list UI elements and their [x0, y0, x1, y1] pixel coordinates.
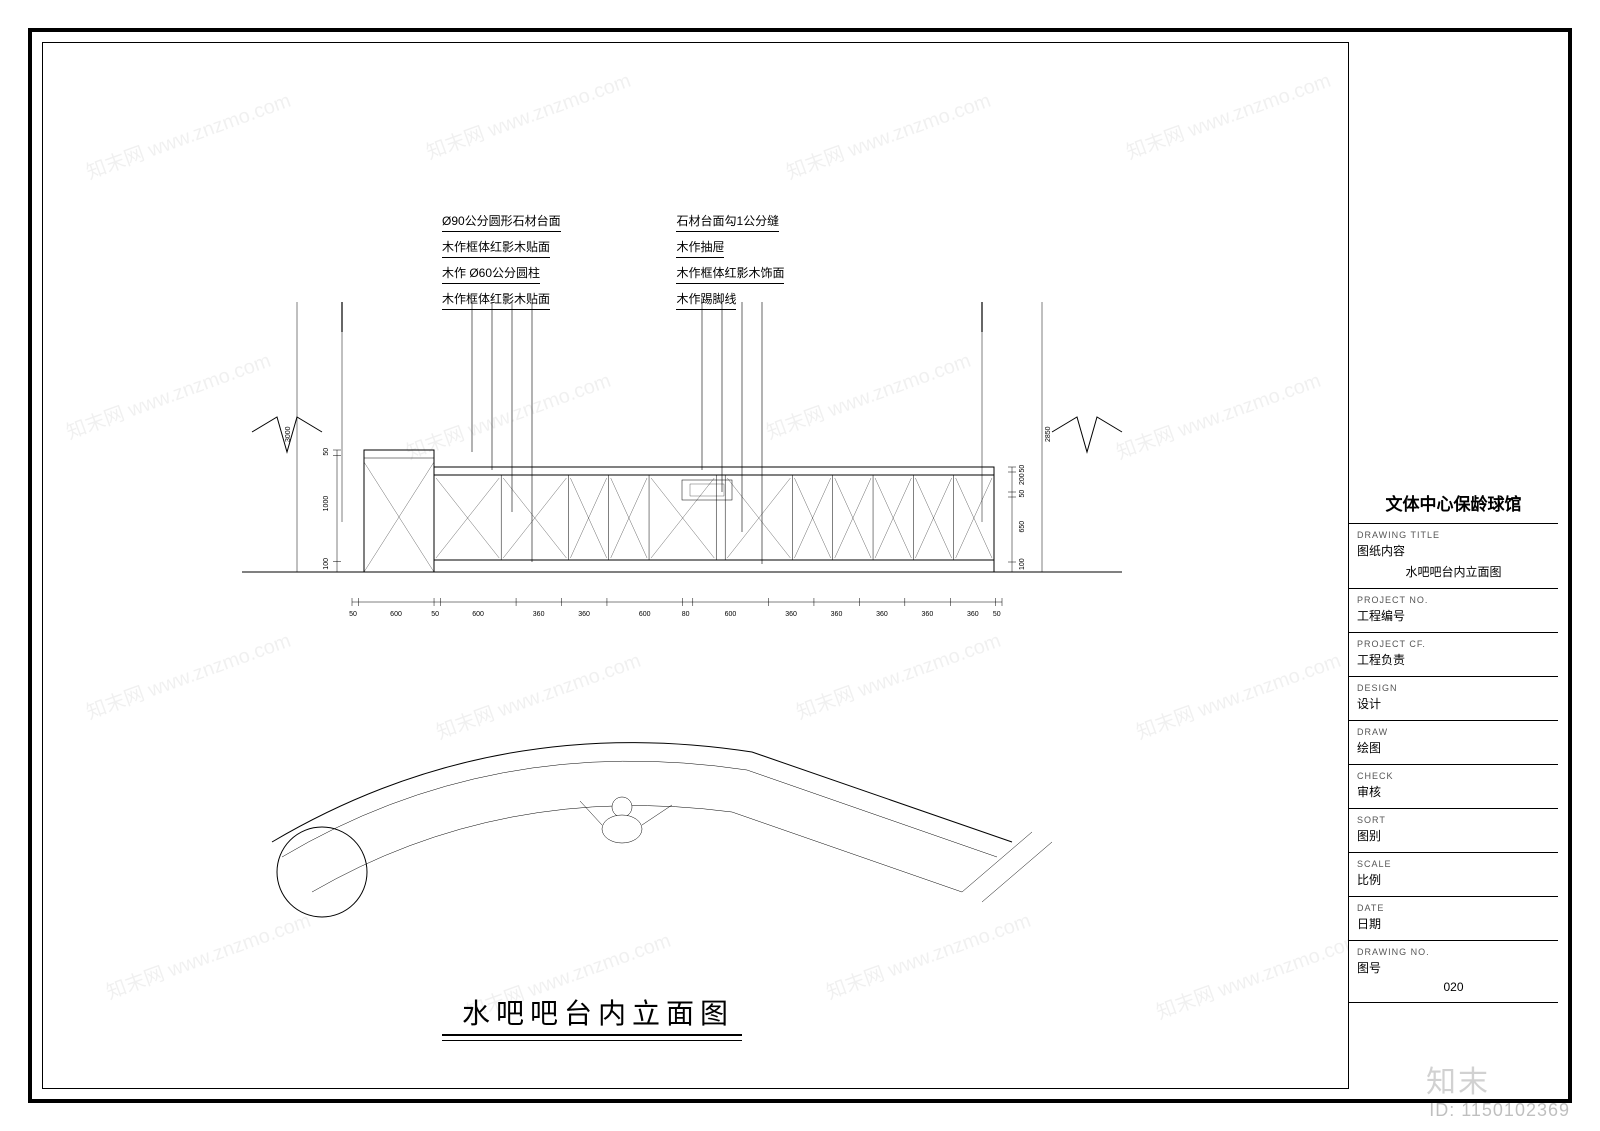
- tb-cn: 审核: [1357, 783, 1550, 800]
- titleblock-row: SORT 图别: [1349, 809, 1558, 853]
- titleblock-row: DATE 日期: [1349, 897, 1558, 941]
- tb-en: DRAWING TITLE: [1357, 530, 1550, 540]
- titleblock-row: PROJECT NO. 工程编号: [1349, 589, 1558, 633]
- dim-value: 360: [967, 611, 979, 618]
- material-note: 木作抽屉: [676, 238, 876, 258]
- tb-en: DESIGN: [1357, 683, 1550, 693]
- tb-cn: 比例: [1357, 871, 1550, 888]
- material-notes: Ø90公分圆形石材台面木作框体红影木贴面木作 Ø60公分圆柱木作框体红影木贴面 …: [442, 212, 902, 316]
- plan-drawing: [192, 682, 1092, 962]
- dim-value: 50: [431, 611, 439, 618]
- material-note: Ø90公分圆形石材台面: [442, 212, 642, 232]
- dim-value: 650: [1019, 521, 1026, 533]
- dim-value: 360: [922, 611, 934, 618]
- dim-value: 600: [725, 611, 737, 618]
- dim-value: 600: [472, 611, 484, 618]
- elevation-drawing: 50 600 50 600 360 360 600 80 600 360 360 360 360 360 5…: [42, 302, 1342, 642]
- dim-value: 1000: [323, 496, 330, 512]
- dim-value: 100: [1019, 558, 1026, 570]
- dim-value: 50: [323, 448, 330, 456]
- dim-value: 600: [639, 611, 651, 618]
- material-note: 木作框体红影木贴面: [442, 238, 642, 258]
- titleblock-row: SCALE 比例: [1349, 853, 1558, 897]
- dim-value: 360: [831, 611, 843, 618]
- tb-value: 020: [1357, 980, 1550, 994]
- dim-value: 50: [349, 611, 357, 618]
- titleblock-row: DESIGN 设计: [1349, 677, 1558, 721]
- tb-en: DATE: [1357, 903, 1550, 913]
- tb-cn: 工程负责: [1357, 651, 1550, 668]
- dim-value: 50: [1019, 465, 1026, 473]
- titleblock: 文体中心保龄球馆 DRAWING TITLE 图纸内容 水吧吧台内立面图PROJ…: [1348, 42, 1558, 1089]
- tb-cn: 绘图: [1357, 739, 1550, 756]
- tb-en: PROJECT CF.: [1357, 639, 1550, 649]
- dim-value: 360: [785, 611, 797, 618]
- dim-value: 100: [323, 558, 330, 570]
- titleblock-row: DRAWING TITLE 图纸内容 水吧吧台内立面图: [1349, 524, 1558, 589]
- dim-value: 360: [578, 611, 590, 618]
- dim-value: 50: [1019, 490, 1026, 498]
- tb-cn: 图纸内容: [1357, 542, 1550, 559]
- tb-cn: 设计: [1357, 695, 1550, 712]
- tb-cn: 图号: [1357, 959, 1550, 976]
- titleblock-row: CHECK 审核: [1349, 765, 1558, 809]
- tb-en: SCALE: [1357, 859, 1550, 869]
- dim-far-right: 2850: [1045, 426, 1052, 442]
- tb-cn: 图别: [1357, 827, 1550, 844]
- tb-en: DRAWING NO.: [1357, 947, 1550, 957]
- project-name: 文体中心保龄球馆: [1349, 482, 1558, 524]
- drawing-area: Ø90公分圆形石材台面木作框体红影木贴面木作 Ø60公分圆柱木作框体红影木贴面 …: [42, 42, 1348, 1089]
- titleblock-logo-area: [1349, 42, 1558, 482]
- title-underline: [442, 1034, 742, 1036]
- titleblock-row: DRAW 绘图: [1349, 721, 1558, 765]
- drawing-title: 水吧吧台内立面图: [462, 992, 734, 1032]
- dim-value: 50: [993, 611, 1001, 618]
- material-note: 木作 Ø60公分圆柱: [442, 264, 642, 284]
- tb-cn: 日期: [1357, 915, 1550, 932]
- dim-value: 80: [682, 611, 690, 618]
- tb-value: 水吧吧台内立面图: [1357, 563, 1550, 580]
- title-underline2: [442, 1040, 742, 1041]
- dim-value: 360: [533, 611, 545, 618]
- watermark-logo: 知末: [1426, 1057, 1490, 1101]
- tb-en: SORT: [1357, 815, 1550, 825]
- material-note: 木作框体红影木饰面: [676, 264, 876, 284]
- titleblock-row: DRAWING NO. 图号 020: [1349, 941, 1558, 1003]
- tb-en: CHECK: [1357, 771, 1550, 781]
- dim-far-left: 3000: [285, 426, 292, 442]
- dim-value: 360: [876, 611, 888, 618]
- tb-cn: 工程编号: [1357, 607, 1550, 624]
- dim-value: 200: [1019, 473, 1026, 485]
- tb-en: PROJECT NO.: [1357, 595, 1550, 605]
- titleblock-row: PROJECT CF. 工程负责: [1349, 633, 1558, 677]
- tb-en: DRAW: [1357, 727, 1550, 737]
- watermark-id: ID: 1150102369: [1429, 1100, 1570, 1121]
- material-note: 石材台面勾1公分缝: [676, 212, 876, 232]
- dim-value: 600: [390, 611, 402, 618]
- drawing-sheet: 知末网 www.znzmo.com 知末网 www.znzmo.com 知末网 …: [0, 0, 1600, 1131]
